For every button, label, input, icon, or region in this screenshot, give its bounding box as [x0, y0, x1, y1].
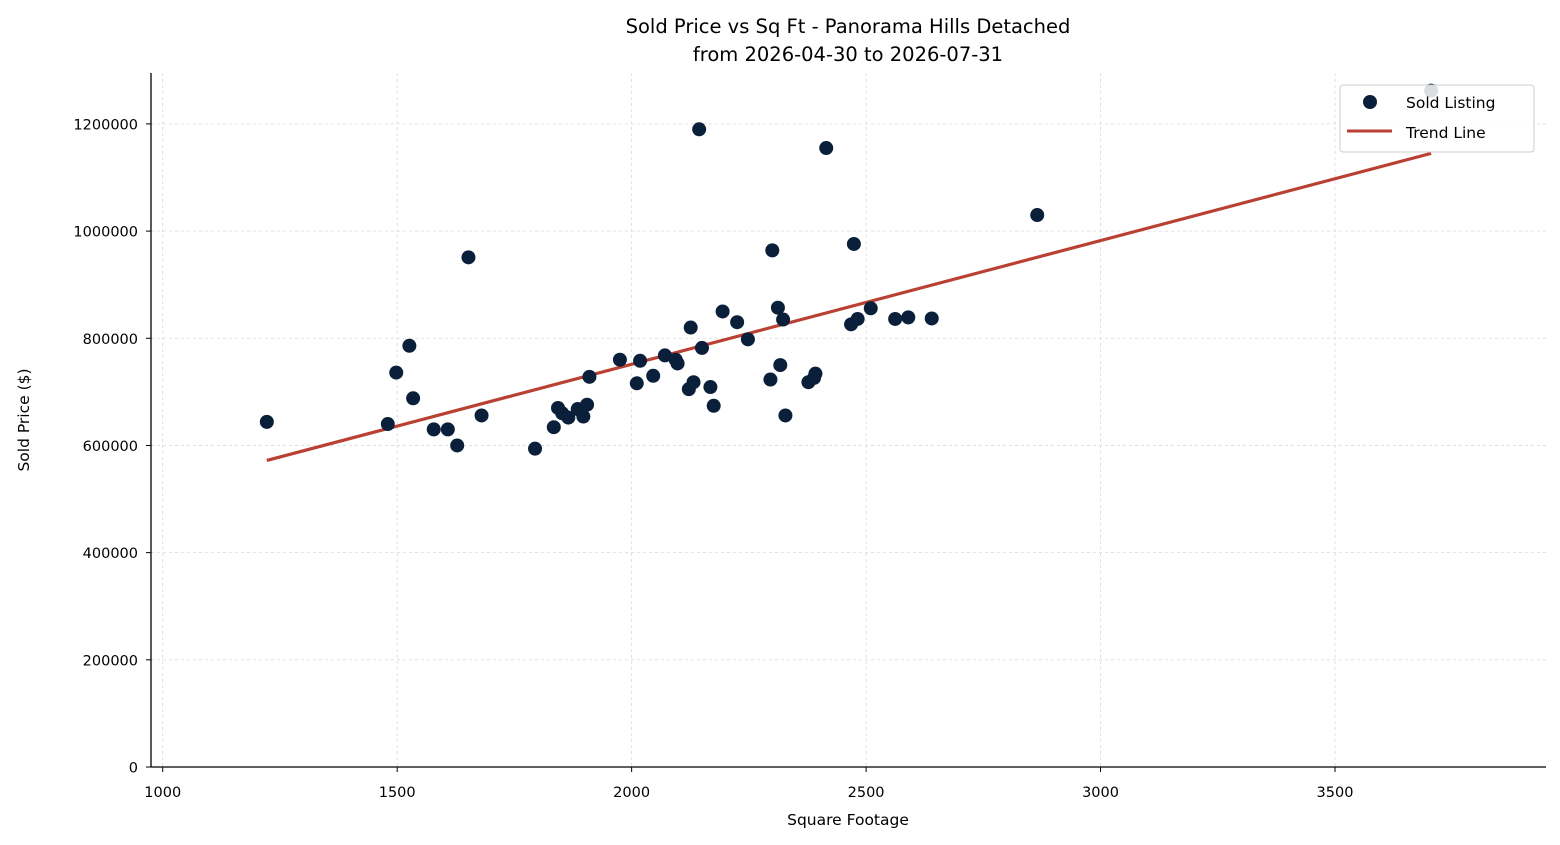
- data-point: [901, 310, 916, 325]
- data-point: [763, 372, 778, 387]
- data-point: [819, 141, 834, 156]
- data-point: [706, 398, 721, 413]
- data-point: [1030, 208, 1045, 223]
- data-point: [776, 312, 791, 327]
- data-point: [770, 300, 785, 315]
- data-point: [561, 410, 576, 425]
- data-point: [850, 311, 865, 326]
- data-point: [380, 417, 395, 432]
- data-point: [846, 236, 861, 251]
- data-point: [450, 438, 465, 453]
- data-point: [576, 409, 591, 424]
- data-point: [773, 358, 788, 373]
- data-point: [670, 356, 685, 371]
- x-tick-label: 3500: [1317, 785, 1354, 801]
- tick-labels: 1000 1500 2000 2500 3000 3500 0 200000 400000 600…: [73, 117, 1353, 801]
- legend-label-trend-line: Trend Line: [1405, 124, 1486, 142]
- data-point: [582, 369, 597, 384]
- data-point: [888, 311, 903, 326]
- trend-line-group: [266, 151, 1432, 463]
- data-point: [694, 340, 709, 355]
- data-point: [633, 353, 648, 368]
- x-tick-label: 1000: [144, 785, 181, 801]
- data-point: [740, 332, 755, 347]
- x-tick-label: 2500: [848, 785, 885, 801]
- trend-line: [266, 151, 1432, 463]
- axes: [146, 73, 1546, 772]
- legend-box: [1339, 84, 1535, 153]
- y-axis-label: Sold Price ($): [15, 368, 33, 471]
- data-point: [686, 375, 701, 390]
- y-tick-label: 1000000: [73, 225, 138, 241]
- data-point: [461, 250, 476, 265]
- data-point: [389, 365, 404, 380]
- data-point: [259, 414, 274, 429]
- data-point: [546, 420, 561, 435]
- y-tick-label: 1200000: [73, 117, 138, 133]
- chart-subtitle: from 2026-04-30 to 2026-07-31: [693, 43, 1003, 66]
- data-point: [440, 422, 455, 437]
- data-point: [683, 320, 698, 335]
- data-point: [692, 122, 707, 137]
- data-point: [612, 352, 627, 367]
- data-point: [765, 243, 780, 258]
- data-point: [924, 311, 939, 326]
- data-point: [580, 397, 595, 412]
- x-tick-label: 3000: [1082, 785, 1119, 801]
- legend-marker-sold-listing: [1363, 95, 1377, 109]
- data-point: [528, 441, 543, 456]
- scatter-points: [259, 83, 1439, 456]
- data-point: [703, 380, 718, 395]
- legend: Sold Listing Trend Line: [1339, 84, 1535, 153]
- data-point: [406, 391, 421, 406]
- x-tick-label: 2000: [613, 785, 650, 801]
- y-tick-label: 800000: [83, 332, 138, 348]
- data-point: [474, 408, 489, 423]
- data-point: [715, 304, 730, 319]
- y-tick-label: 400000: [83, 546, 138, 562]
- data-point: [402, 338, 417, 353]
- data-point: [646, 368, 661, 383]
- y-tick-label: 0: [129, 761, 138, 777]
- data-point: [778, 408, 793, 423]
- data-point: [863, 301, 878, 316]
- data-point: [730, 315, 745, 330]
- data-point: [629, 376, 644, 391]
- y-tick-label: 200000: [83, 653, 138, 669]
- y-tick-label: 600000: [83, 439, 138, 455]
- legend-label-sold-listing: Sold Listing: [1406, 94, 1495, 112]
- data-point: [657, 348, 672, 363]
- x-tick-label: 1500: [379, 785, 416, 801]
- chart-title: Sold Price vs Sq Ft - Panorama Hills Det…: [626, 15, 1071, 38]
- data-point: [426, 422, 441, 437]
- x-axis-label: Square Footage: [787, 811, 909, 829]
- data-point: [808, 366, 823, 381]
